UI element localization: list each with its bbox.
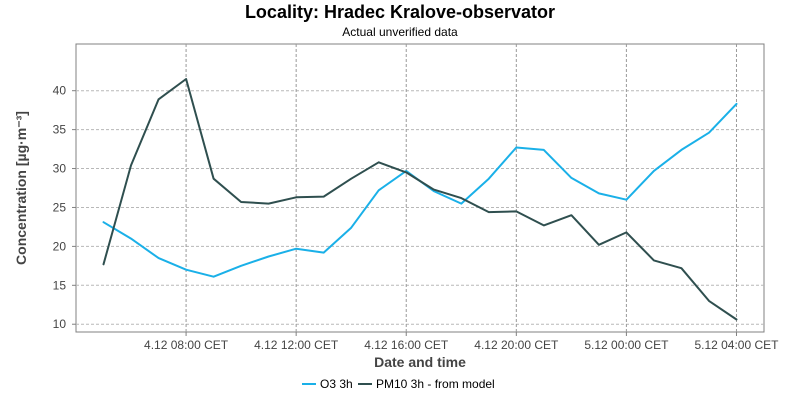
y-tick-label: 30 (53, 162, 67, 176)
x-tick-label: 5.12 00:00 CET (584, 338, 669, 352)
series-layer (102, 78, 738, 321)
x-tick-label: 4.12 08:00 CET (144, 338, 229, 352)
y-tick-label: 15 (53, 278, 67, 292)
x-tick-label: 5.12 04:00 CET (694, 338, 779, 352)
y-tick-label: 25 (53, 200, 67, 214)
plot-area (75, 43, 765, 333)
legend-label: O3 3h (320, 377, 353, 391)
x-tick-label: 4.12 16:00 CET (364, 338, 449, 352)
series-line-pm10 (102, 78, 738, 321)
chart-subtitle: Actual unverified data (342, 25, 458, 39)
x-axis-title: Date and time (374, 354, 466, 370)
y-tick-label: 40 (53, 84, 67, 98)
chart-title: Locality: Hradec Kralove-observator (245, 2, 555, 22)
y-axis-ticks: 10 15 20 25 30 35 40 (53, 84, 76, 331)
legend-label: PM10 3h - from model (376, 377, 495, 391)
x-tick-label: 4.12 20:00 CET (474, 338, 559, 352)
y-tick-label: 10 (53, 317, 67, 331)
y-axis-title: Concentration [µg·m⁻³] (13, 111, 29, 265)
y-tick-label: 35 (53, 123, 67, 137)
y-tick-label: 20 (53, 239, 67, 253)
x-tick-label: 4.12 12:00 CET (254, 338, 339, 352)
legend: O3 3h PM10 3h - from model (302, 377, 495, 391)
x-axis-ticks: 4.12 08:00 CET 4.12 12:00 CET 4.12 16:00 C… (144, 332, 779, 352)
x-grid (185, 44, 737, 332)
